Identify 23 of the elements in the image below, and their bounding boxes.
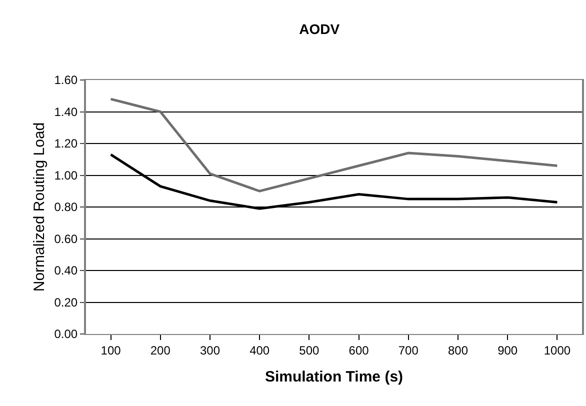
y-tick-label: 1.20 xyxy=(54,136,78,151)
y-tick-label: 0.40 xyxy=(54,264,78,278)
chart-title: AODV xyxy=(299,21,340,38)
y-tick-label: 1.60 xyxy=(54,73,78,88)
y-tick-label: 1.00 xyxy=(54,168,78,182)
x-tick-label: 100 xyxy=(100,343,122,358)
x-tick-label: 200 xyxy=(150,343,171,358)
y-tick-label: 0.20 xyxy=(54,295,78,310)
y-tick-label: 0.00 xyxy=(54,327,78,342)
x-tick-label: 300 xyxy=(200,343,220,358)
x-axis-title: Simulation Time (s) xyxy=(264,368,404,386)
y-tick-label: 1.40 xyxy=(54,104,78,119)
x-tick-label: 600 xyxy=(348,343,370,358)
x-tick-label: 500 xyxy=(299,343,320,358)
y-axis-title: Normalized Routing Load xyxy=(30,122,48,292)
y-tick-label: 0.60 xyxy=(54,232,78,246)
x-tick-label: 800 xyxy=(448,343,468,358)
x-tick-label: 400 xyxy=(250,343,270,358)
x-tick-label: 700 xyxy=(398,343,419,358)
x-tick-label: 1000 xyxy=(544,343,571,358)
line-series xyxy=(110,98,558,192)
x-tick-label: 900 xyxy=(498,343,518,358)
y-tick-label: 0.80 xyxy=(54,200,78,214)
